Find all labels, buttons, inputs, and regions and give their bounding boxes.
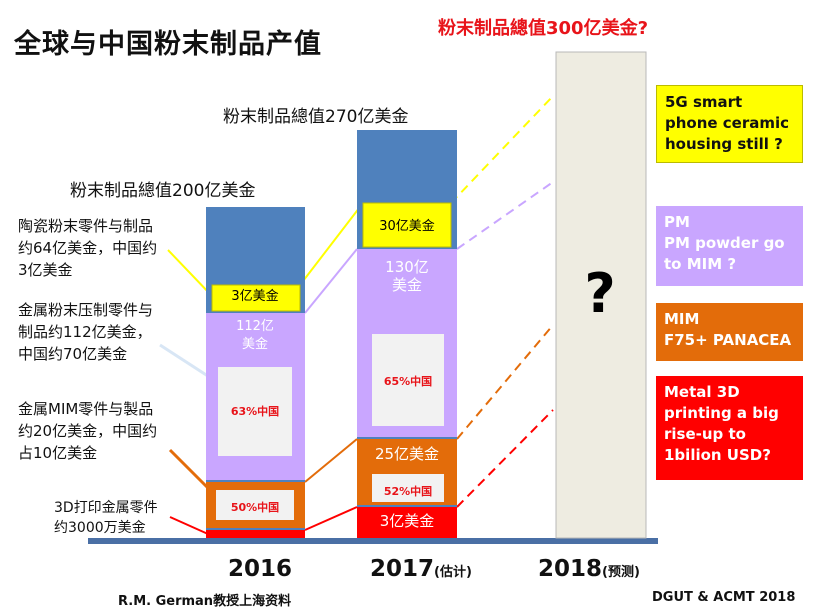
bar-2016-press-china xyxy=(218,367,292,456)
question-mim-f75: MIM F75+ PANACEA xyxy=(656,303,803,361)
footer-source: R.M. German教授上海资料 xyxy=(118,594,292,609)
x-axis xyxy=(88,538,658,544)
bar-2017-press-china xyxy=(372,334,444,426)
note-mim: 金属MIM零件与製品 约20亿美金，中国约 占10亿美金 xyxy=(18,400,158,462)
note-print3d: 3D打印金属零件 约3000万美金 xyxy=(54,500,158,536)
bar-2016-ceramic xyxy=(211,284,301,312)
bar-2017-print3d xyxy=(357,507,457,538)
label-2016-ceramic: 3亿美金 xyxy=(231,289,279,304)
pointer-mim xyxy=(168,448,212,492)
label-2017-ceramic: 30亿美金 xyxy=(379,219,435,234)
total-label-2017: 粉末制品總值270亿美金 xyxy=(223,107,409,127)
connector-press-17-18 xyxy=(456,181,554,250)
bar-2016-mim-china xyxy=(216,490,294,520)
china-share-2017-press: 65%中国 xyxy=(383,375,433,388)
page-title: 全球与中国粉末制品产值 xyxy=(14,29,322,60)
question-ceramic-housing: 5G smart phone ceramic housing still ? xyxy=(656,85,803,163)
pointer-press xyxy=(159,343,215,382)
bar-2018-forecast xyxy=(555,51,647,539)
footer-credit: DGUT & ACMT 2018 xyxy=(652,590,796,605)
forecast-question-mark: ? xyxy=(584,262,616,325)
bars xyxy=(88,51,658,544)
connector-press-16-17 xyxy=(304,248,358,314)
year-2017: 2017(估计) xyxy=(370,556,472,582)
total-label-2018: 粉末制品總值300亿美金? xyxy=(438,18,649,39)
connector-ceramic-17-18 xyxy=(450,95,554,204)
china-share-2017-mim: 52%中国 xyxy=(383,485,433,498)
question-metal-3d-printing: Metal 3D printing a big rise-up to 1bili… xyxy=(656,376,803,480)
note-press: 金属粉末压制零件与 制品约112亿美金， 中国约70亿美金 xyxy=(18,301,154,363)
label-2017-print3d: 3亿美金 xyxy=(379,512,435,530)
year-2016: 2016 xyxy=(228,556,293,582)
note-ceramic: 陶瓷粉末零件与制品 约64亿美金，中国约 3亿美金 xyxy=(18,217,158,279)
label-2016-press: 112亿 美金 xyxy=(236,319,274,352)
connector-print3d-17-18 xyxy=(456,409,554,508)
bar-2017-ceramic xyxy=(362,202,452,248)
label-2017-mim: 25亿美金 xyxy=(374,445,440,463)
connector-print3d-16-17 xyxy=(304,506,358,531)
label-2017-press: 130亿 美金 xyxy=(385,258,429,294)
connector-lines xyxy=(159,95,554,535)
total-label-2016: 粉末制品總值200亿美金 xyxy=(70,181,256,201)
china-share-2016-press: 63%中国 xyxy=(230,405,280,418)
pointer-print3d xyxy=(169,516,209,535)
question-pm-to-mim: PM PM powder go to MIM ? xyxy=(656,206,803,286)
year-2018: 2018(预测) xyxy=(538,556,640,582)
connector-mim-16-17 xyxy=(304,438,358,483)
pointer-ceramic xyxy=(167,249,213,297)
bar-2017-mim-china xyxy=(372,474,444,502)
connector-mim-17-18 xyxy=(456,324,554,440)
connector-ceramic-16-17 xyxy=(299,202,364,286)
china-share-2016-mim: 50%中国 xyxy=(230,501,280,514)
bar-2016-print3d xyxy=(206,530,305,538)
